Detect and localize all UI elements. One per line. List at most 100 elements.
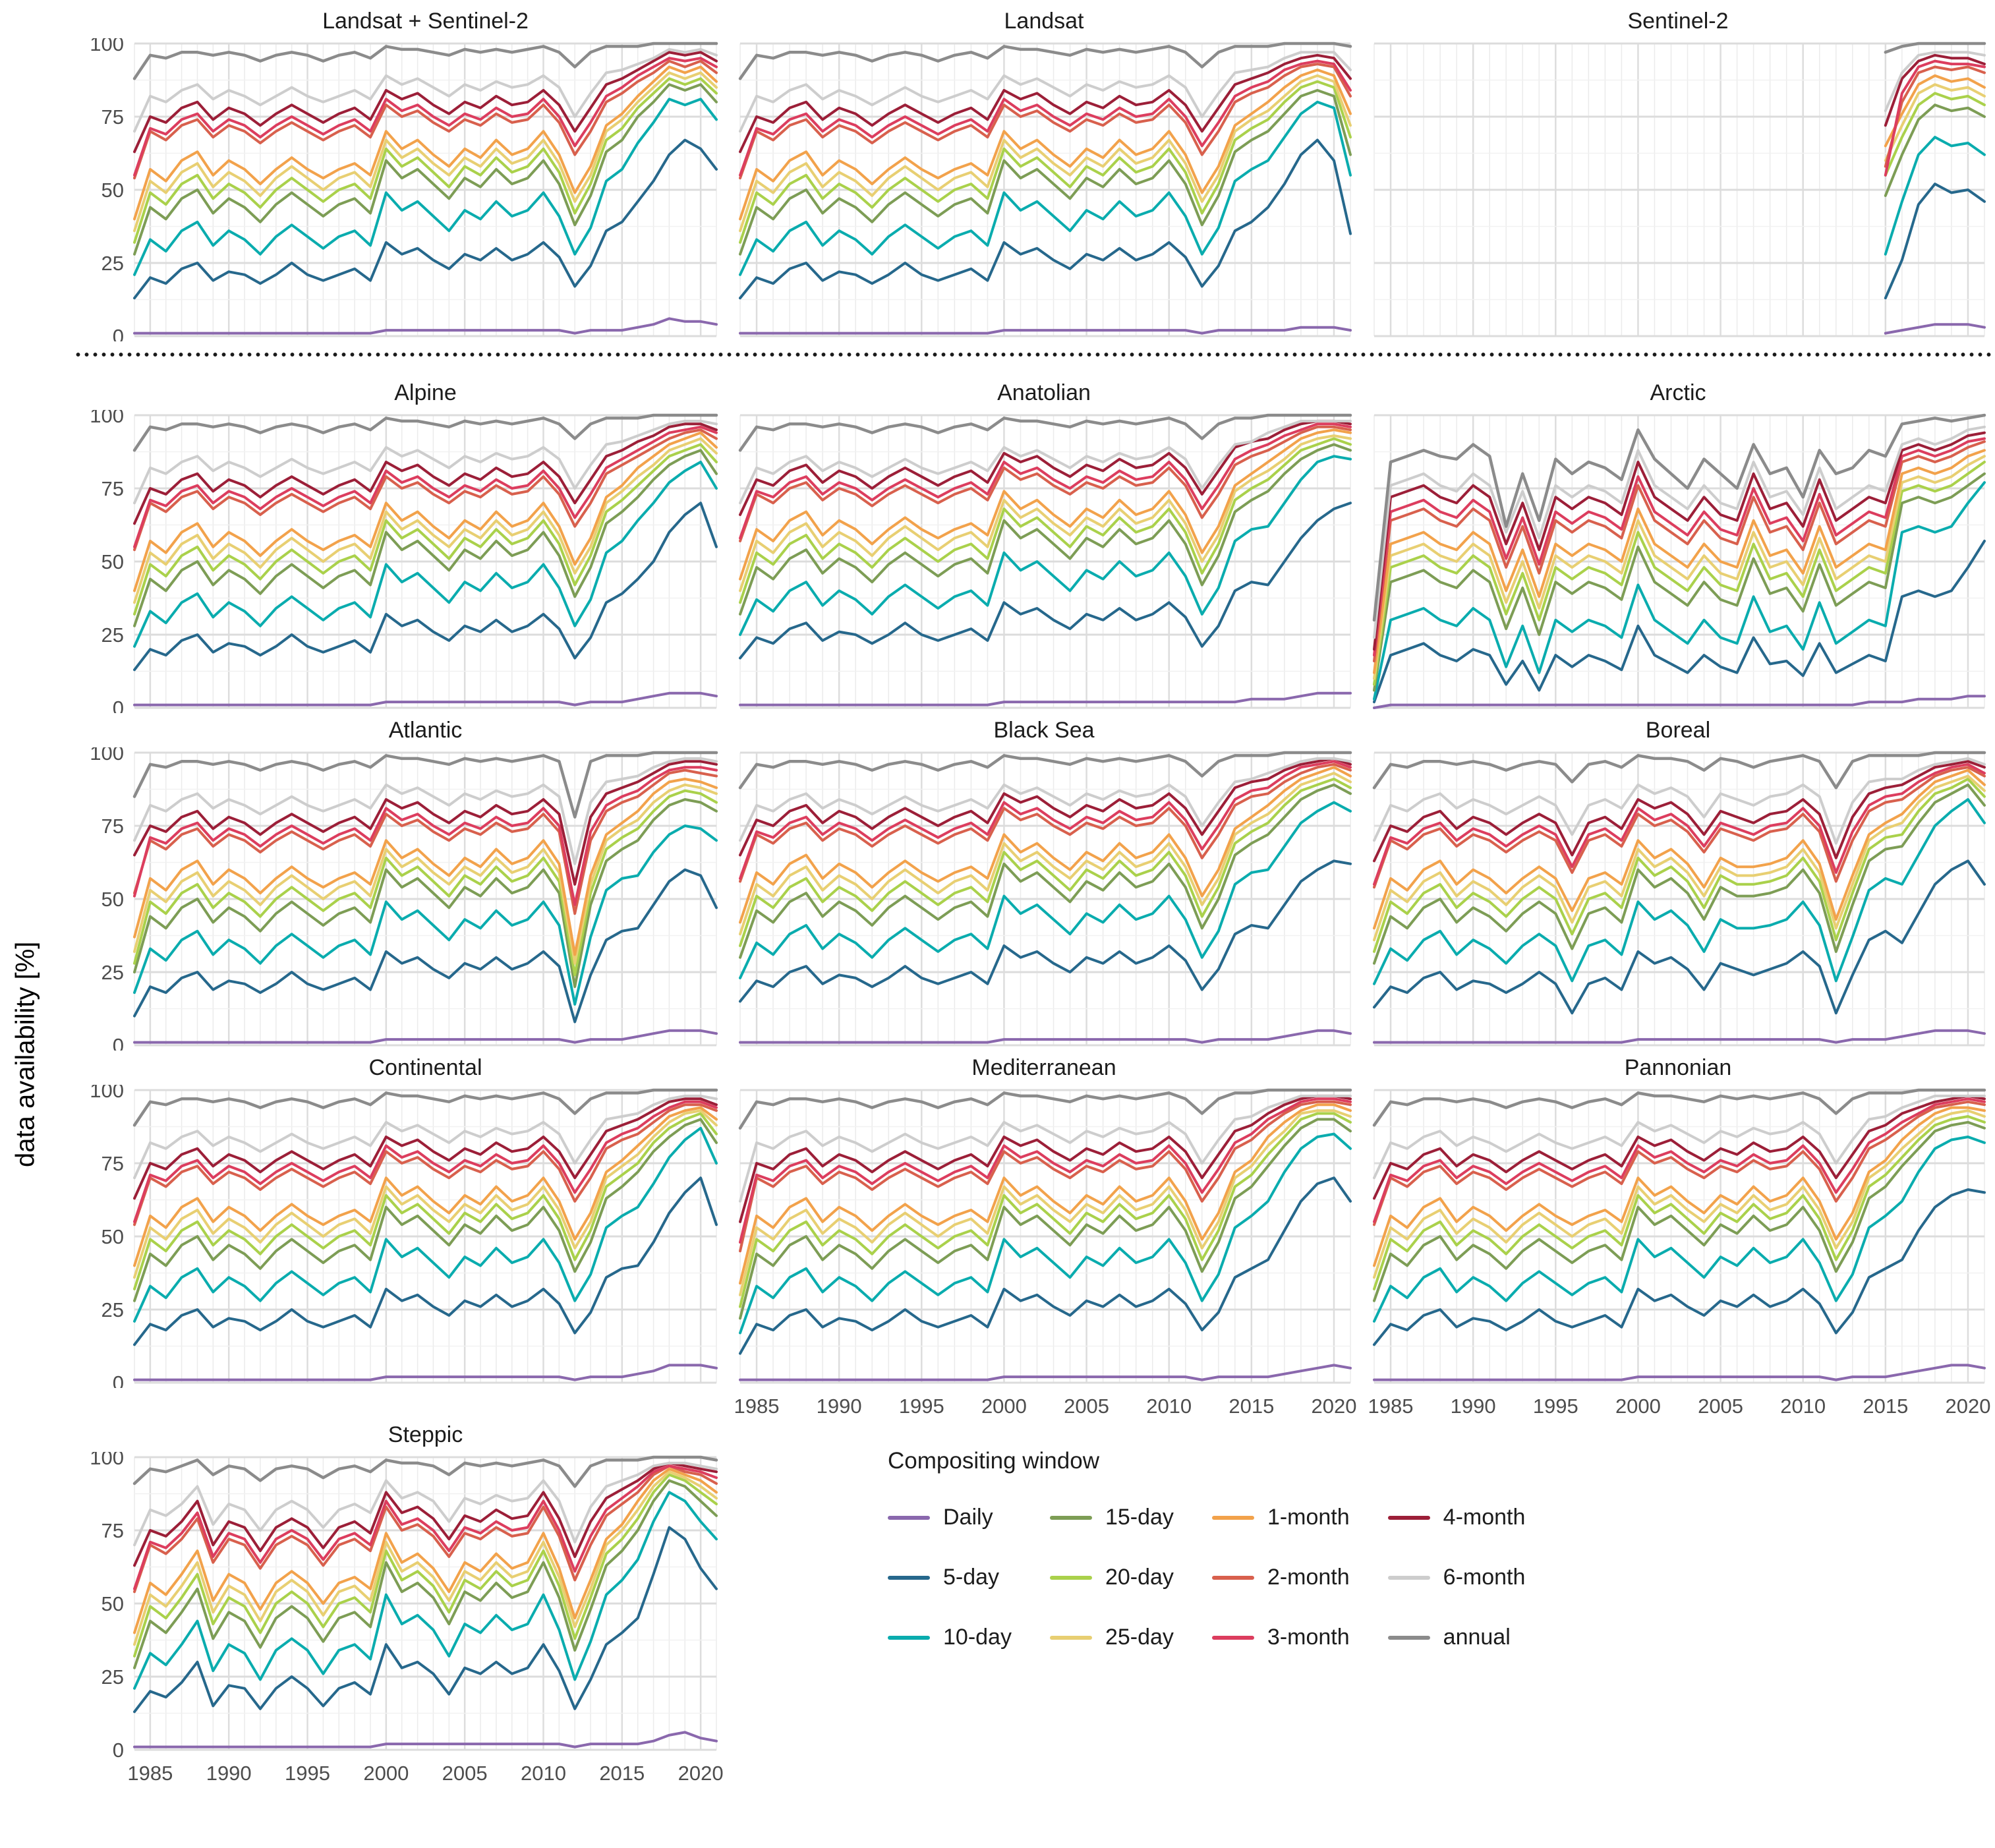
series-annual-arctic [1372, 413, 1986, 622]
legend-item-4-month: 4-month [1387, 1505, 1525, 1530]
series-1-month-anatolian [739, 428, 1352, 581]
legend-swatch-10-day [888, 1635, 930, 1640]
series-15-day-landsat-sentinel2 [133, 83, 718, 256]
series-4-month-arctic [1373, 431, 1986, 651]
panel-title-atlantic: Atlantic [388, 718, 463, 743]
x-tick-label: 2005 [442, 1762, 488, 1785]
x-tick-label: 1995 [899, 1395, 944, 1418]
series-annual-black-sea [738, 751, 1352, 790]
y-tick-label: 0 [113, 325, 124, 341]
panel-mediterranean: Mediterranean 1985 1990 1995 2000 2005 2010 201… [731, 1051, 1357, 1418]
series-6-month-mediterranean [739, 1094, 1352, 1203]
series-10-day-anatolian [739, 455, 1352, 636]
legend-swatch-20-day [1049, 1575, 1092, 1580]
legend-swatch-25-day [1049, 1635, 1092, 1640]
series-5-day-arctic [1373, 539, 1986, 704]
y-tick-label: 100 [90, 410, 124, 427]
x-tick-label: 2015 [1229, 1395, 1274, 1418]
panel-title-arctic: Arctic [1650, 380, 1706, 405]
panel-plot-black-sea [738, 751, 1352, 1047]
panel-atlantic: Atlantic 0 25 50 75 100 [74, 713, 723, 1051]
region-panel-grid: Alpine 0 25 50 75 100 Anatolian Arctic Atlantic 0… [74, 376, 1995, 1785]
panel-title-boreal: Boreal [1645, 718, 1711, 743]
legend-label-5-day: 5-day [943, 1565, 1000, 1590]
y-tick-label: 75 [101, 815, 124, 838]
series-6-month-steppic [133, 1461, 718, 1547]
series-15-day-steppic [133, 1479, 718, 1669]
series-2-month-sentinel2 [1884, 65, 1986, 168]
series-4-month-alpine [133, 422, 718, 525]
series-5-day-anatolian [739, 502, 1352, 660]
series-10-day-steppic [133, 1491, 718, 1690]
legend-item-25-day: 25-day [1049, 1625, 1174, 1650]
series-1-month-alpine [133, 431, 718, 592]
x-tick-label: 1990 [817, 1395, 862, 1418]
series-20-day-atlantic [133, 789, 718, 977]
panel-plot-landsat [738, 42, 1352, 337]
x-tick-label: 2015 [1863, 1395, 1908, 1418]
legend-label-daily: Daily [943, 1505, 993, 1530]
series-1-month-landsat [739, 69, 1352, 221]
series-25-day-continental [133, 1109, 718, 1279]
series-25-day-arctic [1373, 455, 1986, 680]
panel-title-anatolian: Anatolian [997, 380, 1091, 405]
series-5-day-landsat-sentinel2 [133, 138, 718, 300]
series-1-month-continental [133, 1106, 718, 1267]
legend-label-25-day: 25-day [1105, 1625, 1174, 1650]
panel-landsat-sentinel2: Landsat + Sentinel-2 0 25 50 75 100 [74, 4, 723, 341]
series-3-month-continental [133, 1100, 718, 1223]
series-4-month-black-sea [739, 757, 1352, 857]
series-daily-landsat [739, 326, 1352, 335]
legend-swatch-1-month [1211, 1515, 1254, 1520]
series-2-month-pannonian [1373, 1100, 1986, 1227]
legend-title: Compositing window [888, 1448, 1099, 1474]
series-2-month-mediterranean [739, 1100, 1352, 1253]
legend-swatch-annual [1387, 1635, 1430, 1640]
legend-label-annual: annual [1443, 1625, 1511, 1650]
series-10-day-atlantic [133, 824, 718, 1006]
series-daily-pannonian [1373, 1364, 1986, 1381]
series-3-month-atlantic [133, 766, 718, 906]
series-2-month-alpine [133, 428, 718, 552]
panel-title-black-sea: Black Sea [993, 718, 1095, 743]
series-20-day-continental [133, 1112, 718, 1290]
series-20-day-landsat [739, 80, 1352, 244]
series-25-day-pannonian [1373, 1109, 1986, 1279]
panel-title-landsat-sentinel2: Landsat + Sentinel-2 [322, 9, 529, 34]
series-15-day-mediterranean [739, 1118, 1352, 1320]
x-tick-label: 2005 [1698, 1395, 1743, 1418]
legend-swatch-6-month [1387, 1575, 1430, 1580]
x-tick-label: 1995 [285, 1762, 330, 1785]
panel-arctic: Arctic [1365, 376, 1991, 713]
series-10-day-mediterranean [739, 1132, 1352, 1335]
panel-anatolian: Anatolian [731, 376, 1357, 713]
x-tick-label: 2010 [521, 1762, 566, 1785]
series-20-day-steppic [133, 1473, 718, 1658]
series-15-day-boreal [1373, 783, 1986, 965]
series-2-month-boreal [1373, 766, 1986, 889]
dotted-separator-line [74, 352, 1995, 357]
x-tick-label: 2010 [1780, 1395, 1826, 1418]
series-6-month-arctic [1373, 425, 1986, 639]
series-annual-mediterranean [738, 1088, 1352, 1130]
series-annual-boreal [1372, 751, 1986, 790]
series-6-month-sentinel2 [1884, 51, 1986, 113]
panel-title-sentinel2: Sentinel-2 [1627, 9, 1729, 34]
series-25-day-landsat [739, 74, 1352, 233]
series-15-day-anatolian [739, 443, 1352, 616]
panel-title-mediterranean: Mediterranean [971, 1055, 1116, 1080]
series-6-month-landsat [739, 51, 1352, 133]
series-daily-arctic [1373, 695, 1986, 709]
series-20-day-boreal [1373, 778, 1986, 953]
series-1-month-steppic [133, 1467, 718, 1634]
panel-plot-boreal [1372, 751, 1986, 1047]
series-annual-landsat [738, 42, 1352, 80]
y-tick-label: 25 [101, 1665, 124, 1689]
series-4-month-steppic [133, 1461, 718, 1567]
panel-sentinel2: Sentinel-2 [1365, 4, 1991, 341]
series-10-day-pannonian [1373, 1136, 1986, 1323]
x-tick-label: 2020 [678, 1762, 723, 1785]
y-tick-label: 50 [101, 888, 124, 911]
series-4-month-boreal [1373, 760, 1986, 863]
